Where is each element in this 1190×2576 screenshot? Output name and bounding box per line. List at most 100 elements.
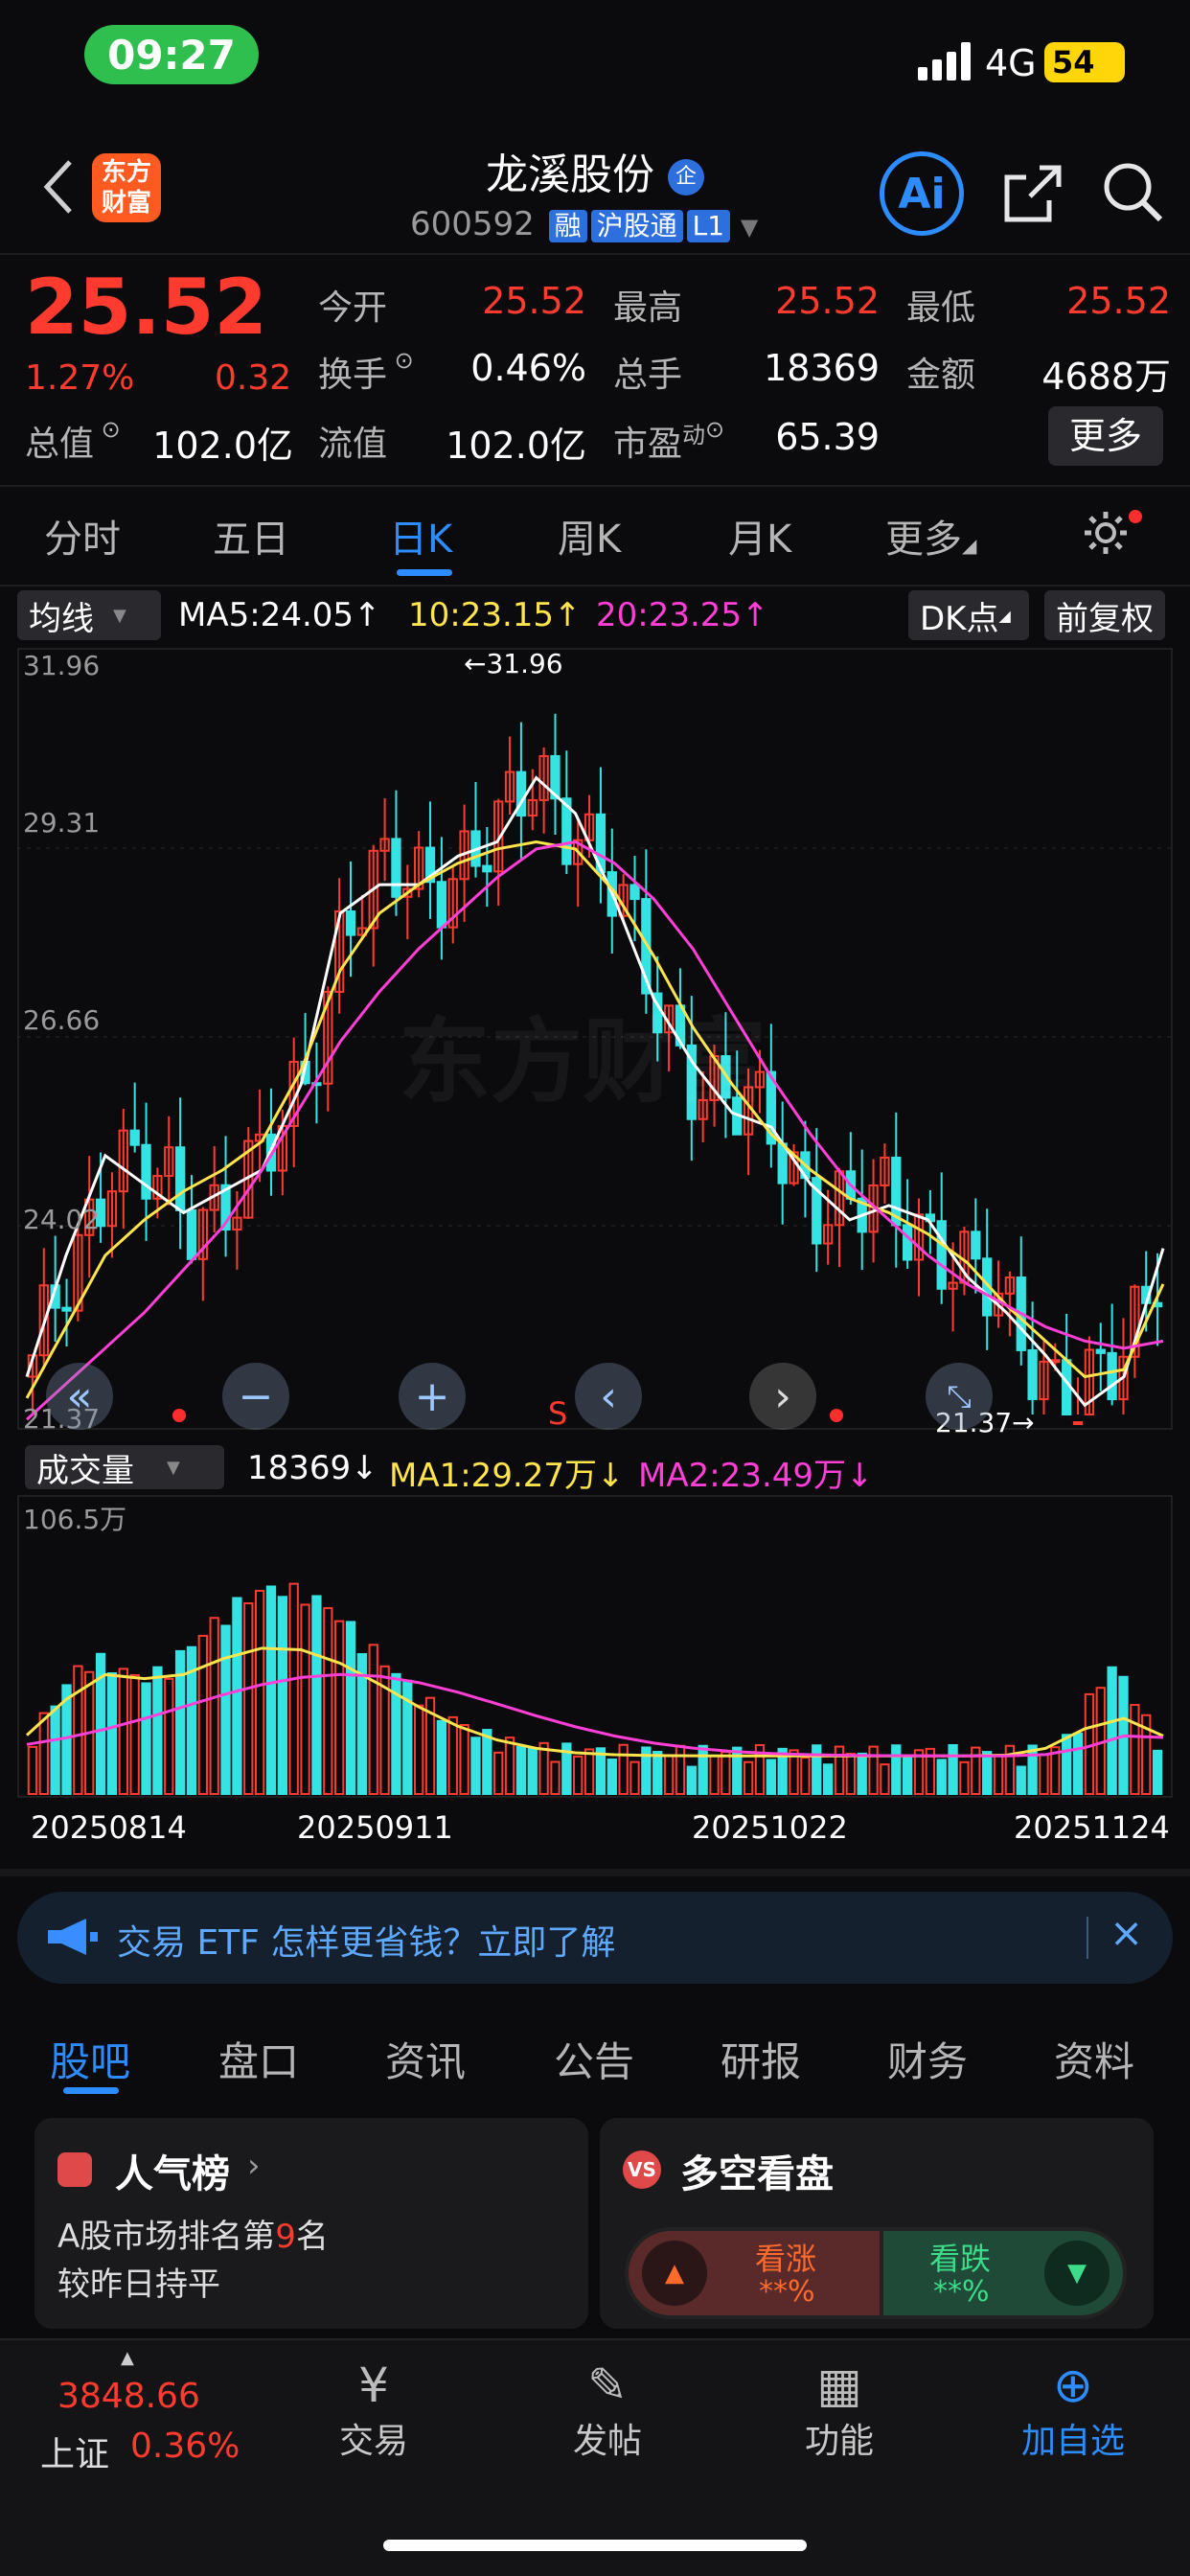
- volume-bar: [822, 1763, 834, 1795]
- volume-bar: [515, 1745, 527, 1795]
- fullscreen-icon[interactable]: ⤡: [926, 1363, 993, 1430]
- candle-body: [698, 1098, 708, 1120]
- zoom-in-icon[interactable]: +: [399, 1363, 466, 1430]
- corner-arrow-icon: ◢: [998, 606, 1011, 625]
- popularity-card[interactable]: 人气榜 › A股市场排名第9名 较昨日持平: [34, 2118, 588, 2329]
- volume-bar: [1062, 1734, 1072, 1795]
- ai-icon[interactable]: Ai: [880, 151, 964, 236]
- adjust-button[interactable]: 前复权: [1044, 590, 1165, 640]
- tab-more[interactable]: 更多◢: [885, 508, 976, 564]
- candle-body: [493, 800, 504, 873]
- volume-bar: [106, 1671, 118, 1795]
- settings-icon[interactable]: [1077, 504, 1134, 562]
- volume-bar: [1016, 1765, 1026, 1796]
- volume-bar: [368, 1644, 378, 1795]
- float-value: 102.0亿: [446, 425, 586, 467]
- tab-announcements[interactable]: 公告: [554, 2038, 635, 2085]
- active-tab-indicator: [397, 569, 452, 576]
- candle-body: [164, 1146, 174, 1178]
- zoom-out-icon[interactable]: −: [222, 1363, 289, 1430]
- pe-label[interactable]: 市盈动⊙: [613, 416, 724, 466]
- tab-news[interactable]: 资讯: [385, 2038, 467, 2085]
- tab-five-day[interactable]: 五日: [213, 518, 289, 562]
- tab-profile[interactable]: 资料: [1054, 2038, 1135, 2085]
- ma-line-10: [25, 840, 1165, 1399]
- trade-icon: ¥: [358, 2358, 389, 2413]
- dk-button-label: DK点: [920, 599, 999, 638]
- tab-weekly-k[interactable]: 周K: [558, 518, 622, 562]
- status-time: 09:27: [84, 25, 259, 84]
- candle-body: [61, 1306, 72, 1312]
- candle-body: [1095, 1348, 1106, 1354]
- scroll-left-fast-icon[interactable]: «: [46, 1363, 113, 1430]
- volume-bar: [311, 1595, 322, 1795]
- volume-chart[interactable]: [17, 1495, 1173, 1798]
- bull-bear-card[interactable]: VS 多空看盘 ▲ 看涨 **% 看跌 **% ▼: [600, 2118, 1154, 2329]
- candle-body: [880, 1156, 890, 1186]
- volume-bar: [789, 1749, 799, 1796]
- candle-body: [482, 864, 492, 873]
- share-icon[interactable]: [996, 157, 1069, 230]
- close-icon[interactable]: ×: [1110, 1909, 1144, 1956]
- promo-text: 交易 ETF 怎样更省钱？立即了解: [117, 1923, 616, 1963]
- volume-bar: [868, 1745, 879, 1795]
- candlestick-chart[interactable]: [17, 648, 1173, 1430]
- battery-level: 54: [1052, 44, 1095, 80]
- turnover-value: 0.46%: [470, 347, 586, 389]
- index-name[interactable]: 上证: [40, 2435, 110, 2474]
- volume-bar: [254, 1589, 265, 1795]
- search-icon[interactable]: [1096, 155, 1169, 228]
- tab-financials[interactable]: 财务: [887, 2038, 969, 2085]
- x-tick-3: 20251022: [692, 1809, 848, 1846]
- tab-research[interactable]: 研报: [721, 2038, 802, 2085]
- candle-body: [414, 846, 424, 890]
- candle-body: [391, 838, 401, 898]
- more-button[interactable]: 更多: [1048, 406, 1163, 466]
- bullish-value: **%: [759, 2275, 815, 2309]
- candle-body: [141, 1143, 151, 1200]
- volume-bar: [913, 1749, 925, 1796]
- tab-monthly-k[interactable]: 月K: [728, 518, 792, 562]
- volume-bar: [629, 1760, 640, 1796]
- nav-trade[interactable]: ¥ 交易: [307, 2358, 441, 2463]
- low-label: 最低: [906, 288, 976, 328]
- enterprise-badge: 企: [668, 159, 704, 196]
- stock-code-row[interactable]: 600592 融沪股通 L1 ▼: [410, 205, 758, 243]
- ma-selector[interactable]: 均线 ▼: [17, 590, 161, 640]
- back-icon[interactable]: [29, 153, 86, 220]
- scroll-left-icon[interactable]: ‹: [575, 1363, 642, 1430]
- tab-daily-k[interactable]: 日K: [389, 518, 453, 562]
- promo-banner[interactable]: 交易 ETF 怎样更省钱？立即了解 ×: [17, 1892, 1173, 1984]
- y-tick-1: 31.96: [23, 650, 101, 681]
- candle-body: [38, 1284, 49, 1357]
- mktcap-label[interactable]: 总值 ⊙: [25, 416, 121, 466]
- volume-bar: [232, 1597, 242, 1795]
- down-arrow-icon[interactable]: ▼: [1044, 2241, 1110, 2306]
- nav-post[interactable]: ✎ 发帖: [540, 2358, 675, 2463]
- candle-body: [1118, 1355, 1129, 1401]
- candle-body: [686, 1044, 697, 1120]
- tab-intraday[interactable]: 分时: [44, 518, 121, 562]
- up-arrow-icon[interactable]: ▲: [642, 2241, 707, 2306]
- volume-bar: [1027, 1744, 1038, 1796]
- nav-functions[interactable]: ▦ 功能: [772, 2358, 906, 2463]
- candle-body: [766, 1070, 776, 1145]
- scroll-right-icon[interactable]: ›: [749, 1363, 816, 1430]
- volume-bar: [265, 1585, 277, 1796]
- volume-selector[interactable]: 成交量 ▼: [25, 1445, 224, 1490]
- turnover-label[interactable]: 换手 ⊙: [318, 347, 414, 397]
- chevron-down-icon[interactable]: ▼: [740, 214, 759, 241]
- tab-forum[interactable]: 股吧: [50, 2038, 131, 2085]
- candle-body: [1107, 1351, 1117, 1401]
- dk-point-button[interactable]: DK点 ◢: [908, 590, 1029, 640]
- tab-order-book[interactable]: 盘口: [218, 2038, 300, 2085]
- volume-bar: [573, 1755, 584, 1795]
- volume-bar: [948, 1743, 958, 1796]
- index-change[interactable]: 0.36%: [130, 2426, 240, 2466]
- index-value[interactable]: 3848.66: [57, 2377, 200, 2416]
- stock-name-row[interactable]: 龙溪股份 企: [383, 140, 807, 201]
- volume-bar: [971, 1746, 981, 1795]
- volume-bar: [27, 1745, 38, 1795]
- volume-value: 18369: [764, 347, 880, 389]
- nav-add-watchlist[interactable]: ⊕ 加自选: [1006, 2358, 1140, 2463]
